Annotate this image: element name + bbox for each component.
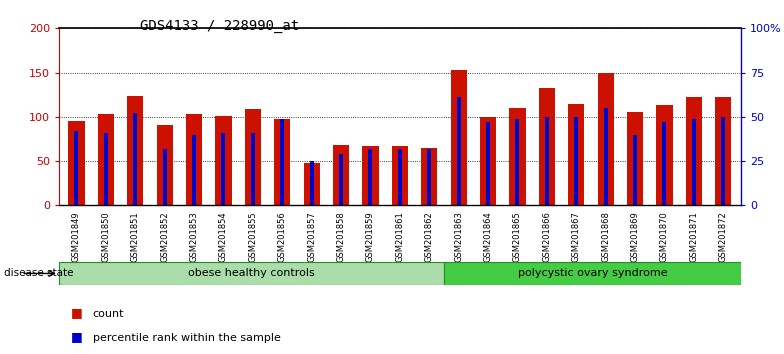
Bar (362, 146, 379, 205)
Bar (456, 97, 461, 205)
Bar (74, 131, 78, 205)
Bar (216, 116, 231, 205)
Text: ■: ■ (71, 306, 82, 319)
Bar (597, 74, 614, 205)
Bar (568, 104, 584, 205)
Bar (310, 161, 314, 205)
Text: percentile rank within the sample: percentile rank within the sample (93, 333, 281, 343)
Bar (251, 133, 255, 205)
Bar (604, 108, 608, 205)
Bar (157, 125, 172, 205)
Bar (539, 88, 555, 205)
Bar (633, 135, 637, 205)
Bar (133, 113, 137, 205)
Bar (510, 108, 525, 205)
Bar (127, 97, 143, 205)
Bar (68, 121, 85, 205)
Bar (221, 133, 226, 205)
Bar (397, 149, 402, 205)
Bar (162, 149, 167, 205)
Bar (627, 113, 643, 205)
Bar (574, 117, 579, 205)
Bar (445, 262, 741, 285)
Bar (721, 117, 725, 205)
Text: ■: ■ (71, 330, 82, 343)
Text: obese healthy controls: obese healthy controls (188, 268, 315, 279)
Bar (274, 119, 290, 205)
Bar (339, 154, 343, 205)
Bar (392, 146, 408, 205)
Bar (421, 148, 437, 205)
Bar (186, 114, 202, 205)
Text: count: count (93, 309, 124, 319)
Text: polycystic ovary syndrome: polycystic ovary syndrome (517, 268, 667, 279)
Bar (691, 119, 696, 205)
Bar (656, 105, 673, 205)
Bar (427, 149, 431, 205)
Bar (245, 109, 261, 205)
Bar (280, 119, 285, 205)
Bar (686, 97, 702, 205)
Bar (333, 145, 349, 205)
Bar (486, 122, 490, 205)
Bar (715, 97, 731, 205)
Bar (662, 122, 666, 205)
Bar (59, 262, 445, 285)
Text: disease state: disease state (4, 268, 74, 279)
Bar (368, 149, 372, 205)
Bar (515, 119, 520, 205)
Bar (451, 70, 466, 205)
Bar (192, 135, 196, 205)
Bar (98, 114, 114, 205)
Text: GDS4133 / 228990_at: GDS4133 / 228990_at (140, 19, 299, 34)
Bar (545, 117, 549, 205)
Bar (480, 117, 496, 205)
Bar (303, 163, 320, 205)
Bar (103, 133, 108, 205)
